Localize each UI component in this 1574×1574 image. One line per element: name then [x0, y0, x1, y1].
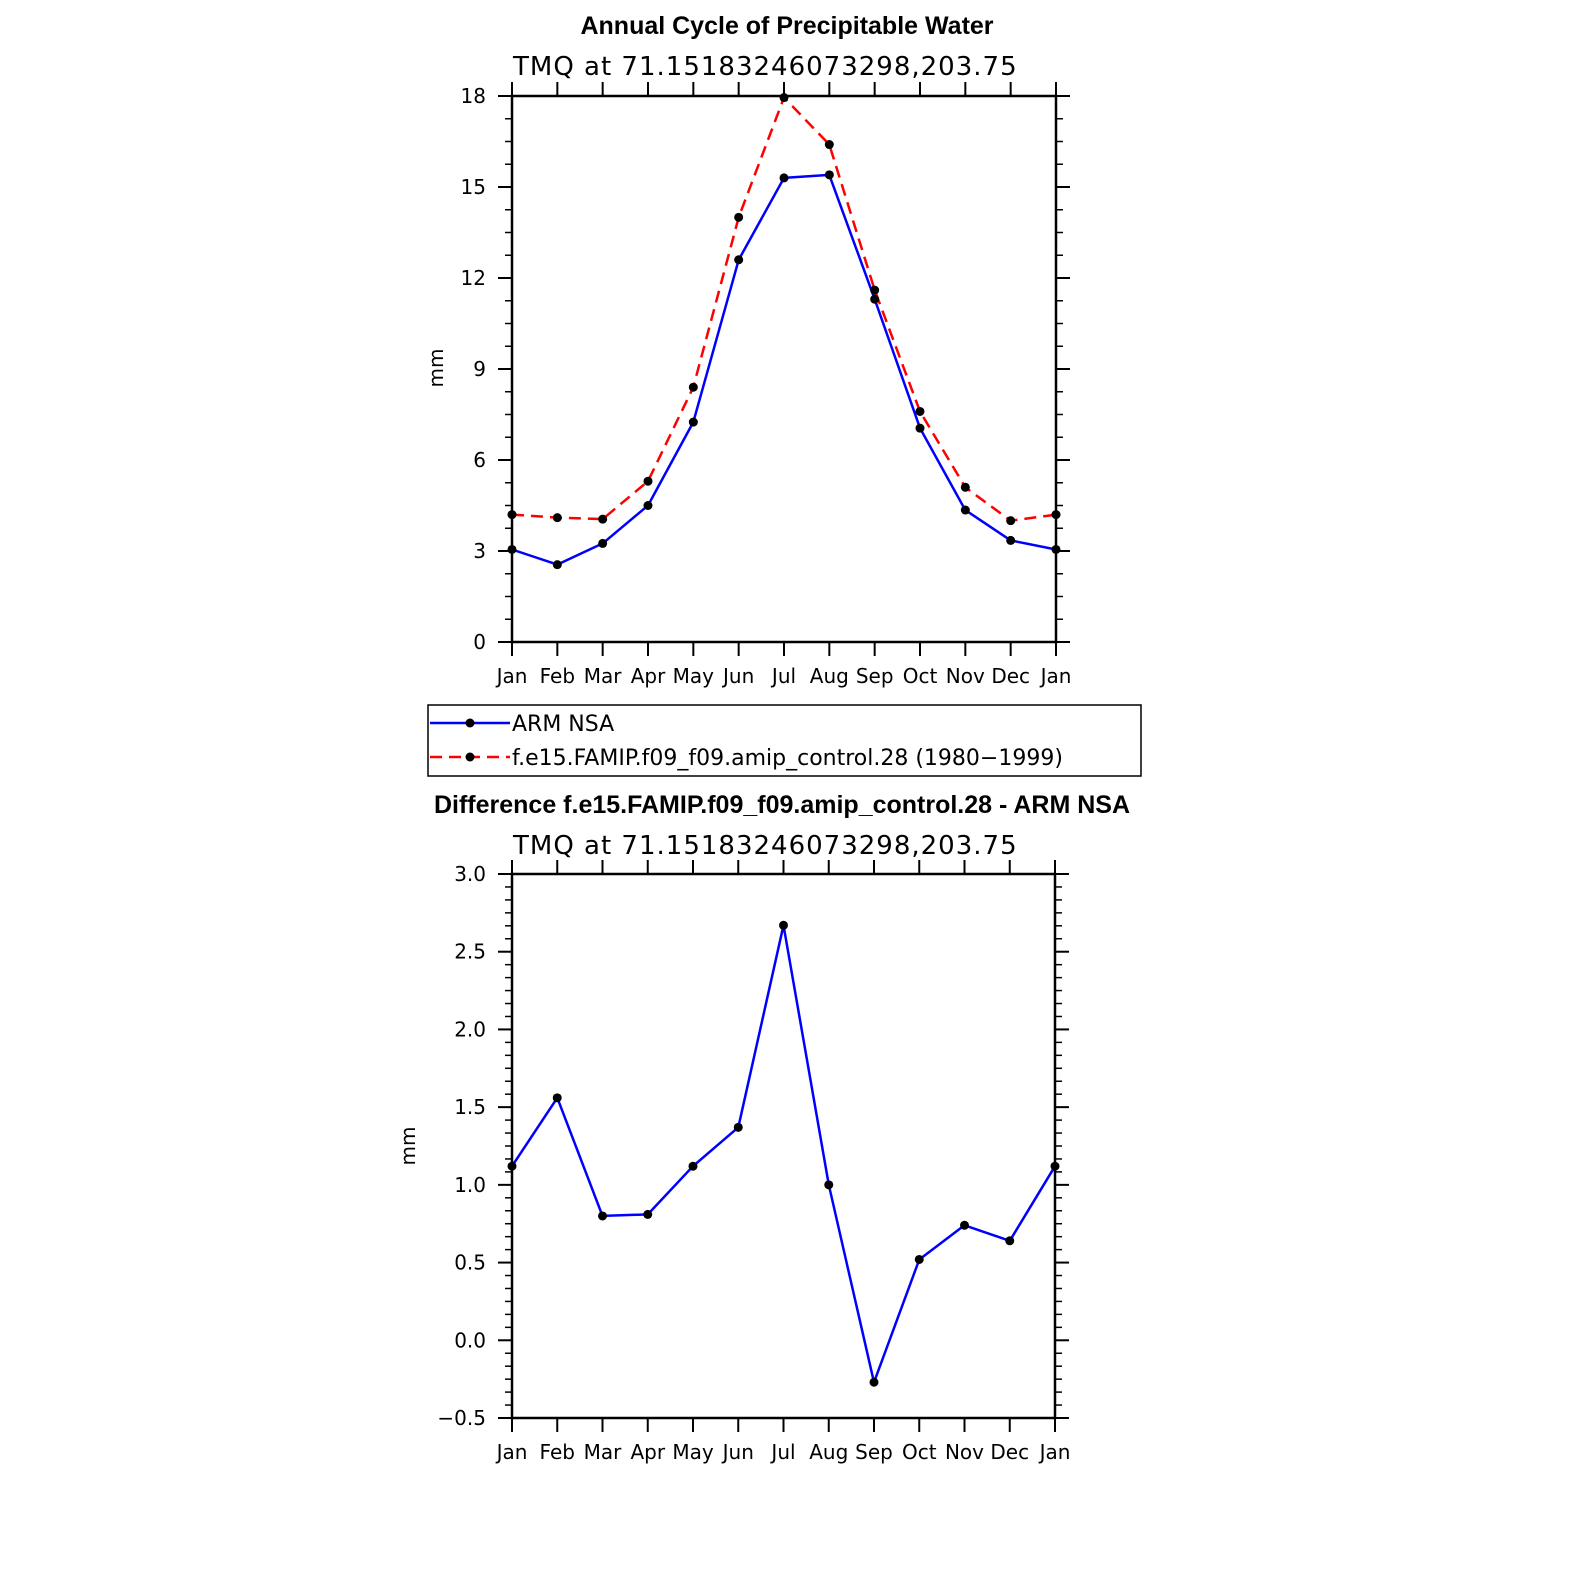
legend-label-arm-nsa: ARM NSA	[512, 712, 614, 737]
series-0-point	[960, 505, 970, 515]
series-0-point	[643, 501, 653, 510]
series-0-point	[733, 1122, 743, 1132]
series-line-0	[511, 173, 1057, 566]
x-tick-label: Mar	[584, 664, 623, 688]
x-tick-label: Nov	[945, 1440, 984, 1464]
series-0-point	[507, 1161, 517, 1171]
y-tick-label: 3.0	[454, 862, 486, 886]
series-0-point	[824, 1180, 834, 1190]
series-1-point	[915, 406, 925, 416]
series-line-0	[510, 924, 1057, 1384]
legend-marker-model	[465, 752, 475, 762]
y-tick-label: 2.5	[454, 940, 486, 964]
series-1-point	[643, 476, 653, 486]
x-tick-label: Jan	[495, 1440, 528, 1464]
x-tick-label: May	[672, 1440, 714, 1464]
y-tick-label: 0	[473, 630, 486, 654]
x-tick-label: Sep	[856, 664, 894, 688]
y-tick-label: −0.5	[437, 1406, 486, 1430]
series-1-point	[779, 93, 789, 103]
x-tick-label: Feb	[540, 664, 575, 688]
series-0-point	[779, 920, 788, 930]
y-tick-label: 0.0	[454, 1328, 486, 1352]
top-chart-y-axis-label: mm	[424, 349, 448, 388]
x-tick-label: Jan	[495, 664, 528, 688]
x-tick-label: Jul	[769, 1440, 795, 1464]
series-1-point	[598, 514, 608, 524]
y-tick-label: 1.0	[454, 1173, 486, 1197]
x-tick-label: Aug	[810, 664, 849, 688]
legend-box	[427, 704, 1142, 777]
legend: ARM NSA f.e15.FAMIP.f09_f09.amip_control…	[427, 704, 1142, 777]
series-0-point	[507, 544, 517, 554]
series-0-point	[598, 538, 608, 548]
x-tick-label: Aug	[809, 1440, 848, 1464]
x-tick-label: Mar	[584, 1440, 623, 1464]
x-tick-label: Oct	[902, 1440, 937, 1464]
x-tick-label: Jan	[1039, 664, 1072, 688]
bottom-chart-title: Difference f.e15.FAMIP.f09_f09.amip_cont…	[434, 791, 1130, 819]
x-tick-label: May	[673, 664, 715, 688]
series-1-point	[507, 510, 517, 520]
y-tick-label: 1.5	[454, 1095, 486, 1119]
x-tick-label: Oct	[903, 664, 938, 688]
series-0-point	[1050, 1161, 1060, 1171]
bottom-chart-y-axis-label: mm	[396, 1127, 420, 1166]
series-1-point	[552, 513, 562, 523]
series-0-point	[552, 560, 562, 570]
x-tick-label: Dec	[991, 664, 1030, 688]
series-0-point	[1051, 544, 1061, 554]
series-1-point	[870, 285, 880, 295]
x-tick-label: Apr	[630, 1440, 665, 1464]
series-0-point	[1005, 1236, 1015, 1246]
top-chart-plot: 0 3 6 9 12 15 18 Jan Feb Mar Apr May Jun Jul Aug Sep Oct…	[461, 82, 1072, 688]
x-tick-label: Jul	[770, 664, 796, 688]
x-tick-label: Jan	[1038, 1440, 1071, 1464]
y-tick-label: 15	[461, 175, 486, 199]
y-tick-label: 3	[473, 539, 486, 563]
legend-label-model: f.e15.FAMIP.f09_f09.amip_control.28 (198…	[512, 746, 1063, 771]
x-tick-label: Jun	[721, 664, 754, 688]
series-1-point	[734, 212, 744, 222]
series-0-point	[598, 1211, 607, 1221]
x-tick-label: Jun	[721, 1440, 754, 1464]
plot-frame	[510, 872, 1057, 1420]
y-tick-label: 0.5	[454, 1251, 486, 1275]
legend-marker-arm-nsa	[465, 718, 475, 728]
series-1-point	[824, 140, 834, 150]
y-tick-label: 2.0	[454, 1017, 486, 1041]
series-1-point	[1051, 510, 1061, 520]
series-0-point	[688, 1161, 698, 1171]
y-tick-label: 12	[461, 266, 486, 290]
bottom-chart-plot: −0.5 0.0 0.5 1.0 1.5 2.0 2.5 3.0 Jan Feb Mar Apr May…	[437, 860, 1070, 1464]
top-chart-title: Annual Cycle of Precipitable Water	[580, 12, 993, 40]
series-1-point	[1006, 516, 1016, 526]
series-1-point	[688, 382, 698, 392]
y-tick-label: 18	[461, 84, 486, 108]
y-tick-label: 6	[473, 448, 486, 472]
series-0-point	[915, 423, 925, 433]
x-tick-label: Nov	[946, 664, 985, 688]
series-0-point	[643, 1209, 653, 1219]
series-0-point	[552, 1093, 562, 1103]
series-0-point	[824, 170, 834, 180]
series-0-point	[779, 173, 789, 183]
series-0-point	[914, 1254, 924, 1264]
series-1-point	[960, 482, 970, 492]
x-tick-label: Sep	[855, 1440, 893, 1464]
series-0-point	[1006, 535, 1016, 545]
series-line-1	[511, 96, 1057, 522]
y-tick-label: 9	[473, 357, 486, 381]
x-tick-label: Dec	[990, 1440, 1029, 1464]
series-0-point	[870, 294, 880, 304]
top-chart-subtitle: TMQ at 71.15183246073298,203.75	[512, 52, 1018, 82]
series-0-point	[869, 1377, 879, 1387]
series-0-point	[960, 1220, 969, 1230]
bottom-chart-subtitle: TMQ at 71.15183246073298,203.75	[512, 831, 1018, 861]
x-tick-label: Feb	[540, 1440, 575, 1464]
series-0-point	[734, 255, 744, 265]
x-tick-label: Apr	[631, 664, 666, 688]
series-0-point	[688, 417, 698, 427]
